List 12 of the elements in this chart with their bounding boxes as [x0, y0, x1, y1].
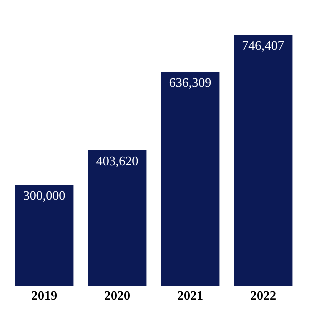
bar	[161, 72, 220, 286]
data-label: 636,309	[169, 75, 212, 90]
bar	[234, 35, 293, 286]
x-tick-label: 2020	[104, 288, 130, 303]
data-label: 403,620	[96, 153, 139, 168]
x-tick-label: 2022	[250, 288, 276, 303]
x-tick-label: 2021	[178, 288, 204, 303]
data-label: 746,407	[242, 38, 285, 53]
bar	[15, 185, 74, 286]
x-tick-label: 2019	[32, 288, 58, 303]
bar	[88, 150, 147, 286]
data-label: 300,000	[23, 188, 66, 204]
